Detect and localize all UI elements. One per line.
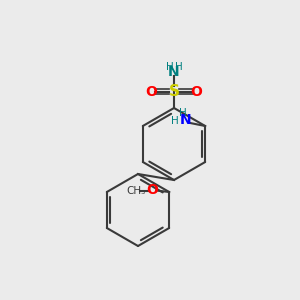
Text: O: O (146, 85, 158, 98)
Text: H: H (171, 116, 179, 127)
Text: CH₃: CH₃ (127, 185, 146, 196)
Text: H: H (175, 61, 182, 72)
Text: N: N (180, 113, 191, 127)
Text: H: H (166, 61, 173, 72)
Text: S: S (169, 84, 179, 99)
Text: O: O (190, 85, 202, 98)
Text: H: H (179, 108, 187, 118)
Text: N: N (168, 65, 180, 79)
Text: O: O (147, 184, 159, 197)
